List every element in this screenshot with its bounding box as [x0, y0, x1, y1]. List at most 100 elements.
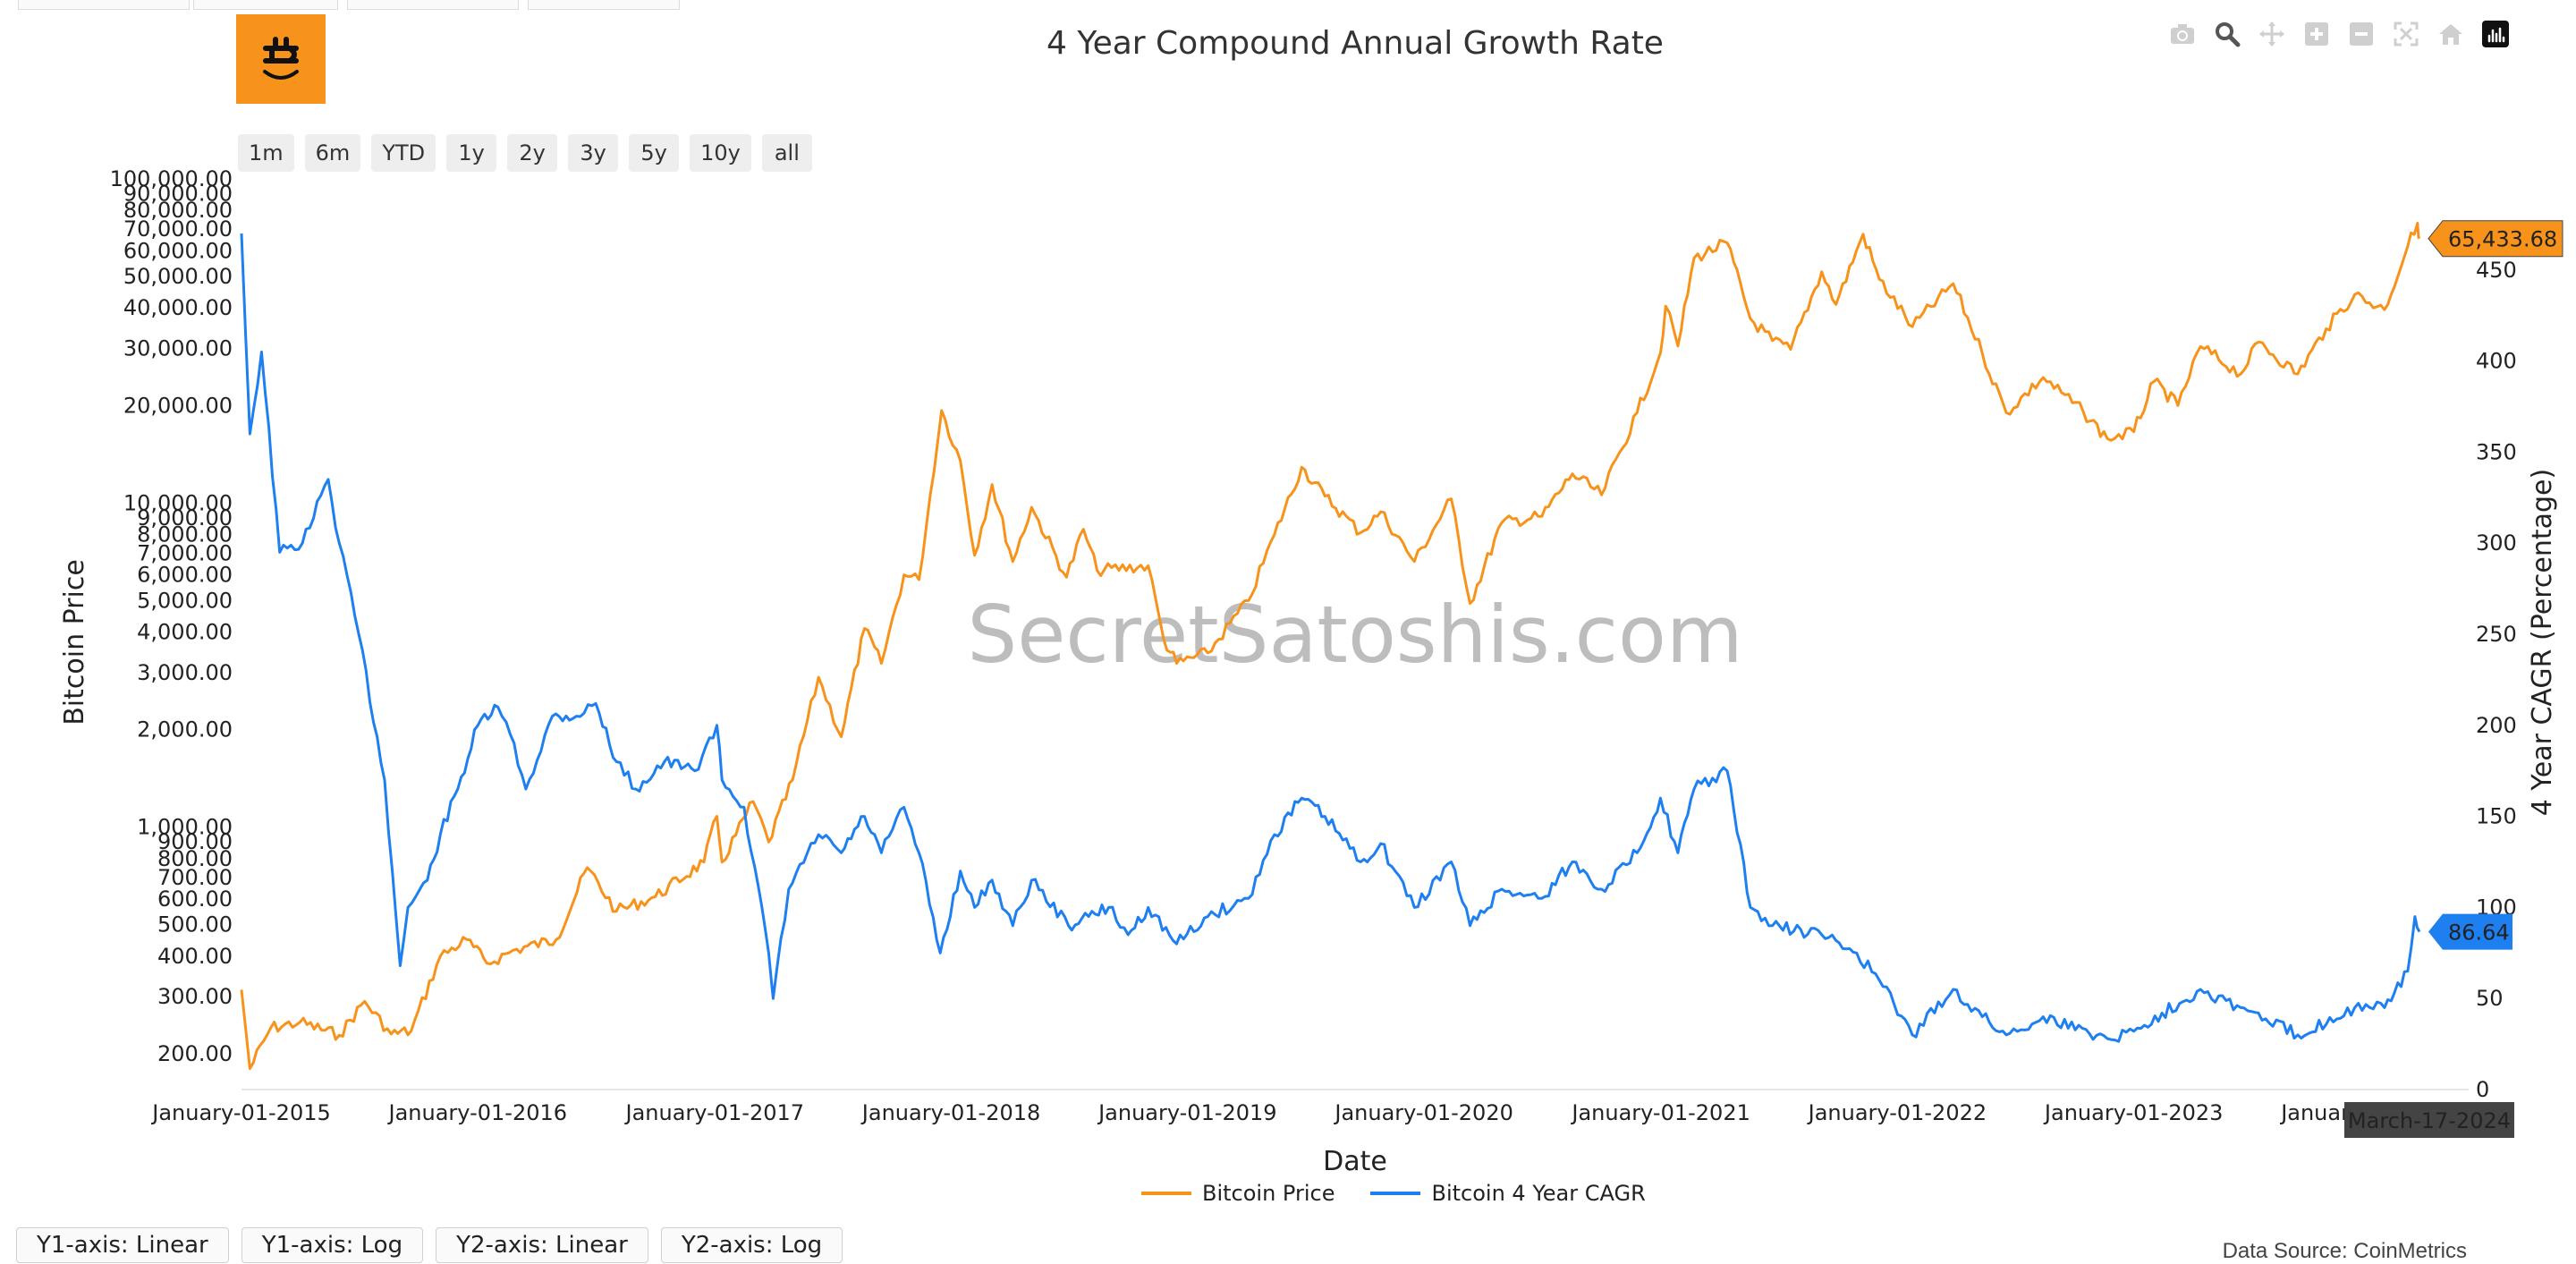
y1-tick-label: 1,000.00: [137, 815, 233, 840]
range-5y-button[interactable]: 5y: [629, 134, 680, 172]
range-10y-button[interactable]: 10y: [690, 134, 751, 172]
legend-swatch-price: [1141, 1192, 1191, 1195]
y1-tick-label: 3,000.00: [137, 660, 233, 685]
y2-tick-label: 300: [2476, 530, 2517, 556]
y2-tick-label: 150: [2476, 804, 2517, 829]
reset-axes-icon[interactable]: [2433, 16, 2469, 52]
y1-tick-label: 20,000.00: [123, 393, 233, 418]
autoscale-icon[interactable]: [2388, 16, 2424, 52]
hover-date-label: March-17-2024: [2343, 1102, 2514, 1138]
legend-label-price: Bitcoin Price: [1202, 1181, 1335, 1206]
x-tick-label: January-01-2015: [150, 1100, 331, 1125]
y1-tick-label: 30,000.00: [123, 335, 233, 361]
y2-tick-label: 350: [2476, 439, 2517, 464]
axis-scale-buttons: Y1-axis: Linear Y1-axis: Log Y2-axis: Li…: [16, 1227, 855, 1263]
x-axis: January-01-2015 January-01-2016 January-01…: [150, 1100, 2459, 1125]
plotly-logo-icon[interactable]: [2478, 16, 2513, 52]
zoom-icon[interactable]: [2209, 16, 2245, 52]
y1-tick-label: 90,000.00: [123, 182, 233, 207]
x-tick-label: January-01-2022: [1807, 1100, 1987, 1125]
range-2y-button[interactable]: 2y: [507, 134, 558, 172]
y1-axis-title: Bitcoin Price: [59, 559, 90, 725]
x-tick-label: January-01-2016: [387, 1100, 568, 1125]
x-tick-label: January-01-2021: [1570, 1100, 1750, 1125]
range-ytd-button[interactable]: YTD: [371, 134, 436, 172]
y1-tick-label: 800.00: [157, 846, 233, 871]
y1-tick-label: 600.00: [157, 886, 233, 912]
y2-log-button[interactable]: Y2-axis: Log: [660, 1227, 843, 1263]
series-line-bitcoin-cagr[interactable]: [240, 233, 2421, 1043]
y2-tick-label: 200: [2476, 713, 2517, 738]
legend-item-bitcoin-price[interactable]: Bitcoin Price: [1141, 1181, 1335, 1206]
y1-tick-label: 7,000.00: [137, 540, 233, 565]
legend-swatch-cagr: [1370, 1192, 1421, 1195]
y2-tick-label: 50: [2476, 986, 2504, 1011]
y2-linear-button[interactable]: Y2-axis: Linear: [436, 1227, 648, 1263]
y1-tick-label: 50,000.00: [123, 264, 233, 289]
y1-tick-label: 200.00: [157, 1041, 233, 1066]
top-tab-stub: [528, 0, 680, 10]
y1-tick-label: 2,000.00: [137, 717, 233, 742]
y1-tick-label: 300.00: [157, 984, 233, 1009]
x-axis-title: Date: [1323, 1146, 1387, 1177]
range-3y-button[interactable]: 3y: [568, 134, 619, 172]
price-last-value-text: 65,433.68: [2448, 227, 2557, 252]
zoom-out-icon[interactable]: [2343, 16, 2379, 52]
x-tick-label: January-01-2020: [1333, 1100, 1513, 1125]
chart-title: 4 Year Compound Annual Growth Rate: [1046, 25, 1664, 62]
y1-tick-label: 700.00: [157, 865, 233, 890]
y1-tick-label: 8,000.00: [137, 522, 233, 547]
range-1y-button[interactable]: 1y: [446, 134, 497, 172]
y1-tick-label: 9,000.00: [137, 505, 233, 530]
y1-tick-label: 60,000.00: [123, 238, 233, 263]
y1-tick-label: 100,000.00: [110, 166, 233, 191]
range-1m-button[interactable]: 1m: [238, 134, 294, 172]
y1-tick-label: 40,000.00: [123, 295, 233, 320]
cagr-last-value-text: 86.64: [2448, 920, 2510, 946]
y1-tick-label: 4,000.00: [137, 620, 233, 645]
bitcoin-face-icon: [263, 37, 299, 80]
x-tick-label: January-01-2017: [624, 1100, 805, 1125]
y2-tick-label: 250: [2476, 622, 2517, 647]
x-tick-label: January-01-2018: [860, 1100, 1041, 1125]
secret-satoshis-logo: [236, 14, 326, 104]
y1-log-button[interactable]: Y1-axis: Log: [241, 1227, 424, 1263]
hover-date-text: March-17-2024: [2348, 1108, 2511, 1133]
price-last-value-label: 65,433.68: [2428, 220, 2563, 258]
y2-tick-label: 450: [2476, 258, 2517, 283]
camera-icon[interactable]: [2165, 16, 2200, 52]
range-selector: 1m 6m YTD 1y 2y 3y 5y 10y all: [238, 134, 812, 172]
data-source: Data Source: CoinMetrics: [2222, 1239, 2467, 1263]
range-all-button[interactable]: all: [761, 134, 812, 172]
zoom-in-icon[interactable]: [2299, 16, 2334, 52]
modebar: [2165, 16, 2513, 52]
y1-axis: 200.00 300.00 400.00 500.00600.00700.00800.…: [110, 166, 233, 1066]
series-line-bitcoin-price[interactable]: [240, 222, 2421, 1070]
y1-linear-button[interactable]: Y1-axis: Linear: [16, 1227, 229, 1263]
legend-item-bitcoin-cagr[interactable]: Bitcoin 4 Year CAGR: [1370, 1181, 1646, 1206]
y1-tick-label: 70,000.00: [123, 216, 233, 242]
y1-tick-label: 500.00: [157, 912, 233, 937]
y2-tick-label: 0: [2476, 1077, 2489, 1102]
legend: Bitcoin Price Bitcoin 4 Year CAGR: [1141, 1181, 1646, 1206]
pan-icon[interactable]: [2254, 16, 2290, 52]
watermark: SecretSatoshis.com: [967, 589, 1742, 681]
y1-tick-label: 80,000.00: [123, 198, 233, 223]
x-tick-label: January-01-2023: [2043, 1100, 2224, 1125]
top-tab-stub: [193, 0, 338, 10]
top-tab-stub: [18, 0, 190, 10]
top-tab-stub: [347, 0, 519, 10]
y1-tick-label: 10,000.00: [123, 490, 233, 515]
y2-tick-label: 400: [2476, 349, 2517, 374]
range-6m-button[interactable]: 6m: [304, 134, 361, 172]
cagr-last-value-label: 86.64: [2428, 913, 2512, 950]
x-tick-label: January-01-2019: [1097, 1100, 1277, 1125]
y2-axis-title: 4 Year CAGR (Percentage): [2527, 469, 2558, 816]
legend-label-cagr: Bitcoin 4 Year CAGR: [1431, 1181, 1646, 1206]
y1-tick-label: 900.00: [157, 829, 233, 854]
y1-tick-label: 400.00: [157, 944, 233, 969]
y1-tick-label: 5,000.00: [137, 588, 233, 613]
y1-tick-label: 6,000.00: [137, 563, 233, 588]
